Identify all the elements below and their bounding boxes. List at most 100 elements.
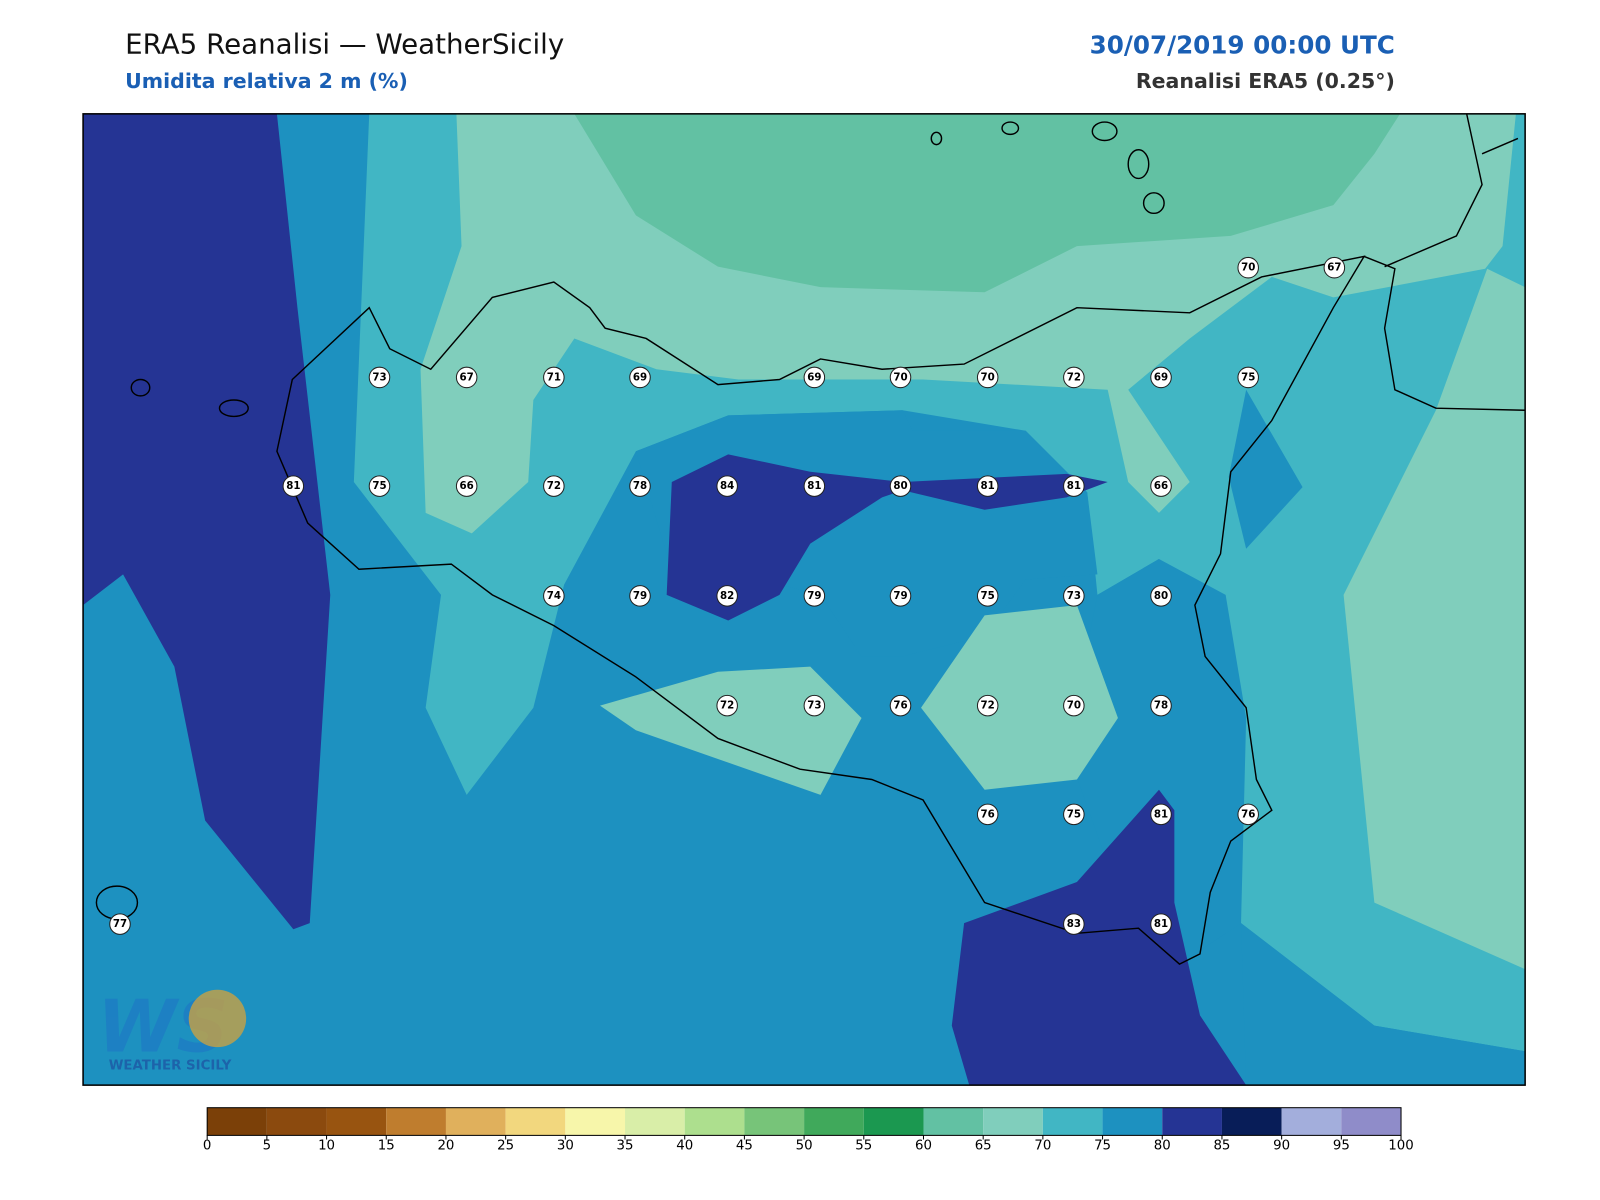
station-marker [368, 475, 391, 497]
subtitle: Umidita relativa 2 m (%) [125, 69, 408, 93]
station: 74 [543, 585, 565, 607]
station-value: 80 [893, 480, 907, 492]
station: 73 [803, 694, 826, 717]
station-marker [1150, 585, 1172, 607]
station-marker [976, 803, 999, 826]
station-value: 73 [372, 371, 386, 383]
station: 69 [1150, 366, 1172, 389]
colorbar-tick-label: 95 [1333, 1138, 1350, 1153]
station: 67 [455, 366, 478, 389]
colorbar-tick-label: 55 [855, 1138, 872, 1153]
station: 73 [368, 366, 391, 389]
station-value: 81 [1154, 918, 1168, 930]
colorbar-segment [923, 1107, 984, 1136]
station-value: 80 [1154, 590, 1168, 602]
station-marker [716, 694, 738, 717]
station: 76 [976, 803, 999, 826]
map-frame [82, 113, 1526, 1086]
colorbar-tick-label: 65 [975, 1138, 992, 1153]
station: 75 [368, 475, 391, 497]
station-marker [1150, 913, 1172, 935]
colorbar-tick-label: 20 [437, 1138, 454, 1153]
station: 78 [1150, 694, 1172, 717]
station-marker [716, 475, 738, 497]
station-marker [976, 694, 999, 717]
logo-sun [188, 989, 247, 1048]
station: 67 [1323, 256, 1346, 279]
station-marker [803, 366, 826, 389]
station: 81 [976, 475, 999, 497]
contour [666, 454, 1108, 621]
colorbar-tick-label: 0 [203, 1138, 211, 1153]
station-marker [803, 694, 826, 717]
coastline [95, 113, 1526, 965]
station-marker [889, 366, 912, 389]
station-marker [629, 585, 651, 607]
station-value: 79 [893, 590, 907, 602]
station-marker [1063, 913, 1085, 935]
contour [1343, 268, 1526, 970]
colorbar-tick-label: 15 [378, 1138, 395, 1153]
colorbar-segment [1162, 1107, 1222, 1136]
station-value: 69 [1154, 371, 1168, 383]
station-value: 83 [1067, 918, 1081, 930]
station: 72 [1063, 366, 1085, 389]
station: 81 [1150, 803, 1172, 826]
station-value: 79 [807, 590, 821, 602]
colorbar-tick-label: 5 [263, 1138, 271, 1153]
station: 72 [976, 694, 999, 717]
station-marker [543, 366, 565, 389]
colorbar-segment [1102, 1107, 1163, 1136]
station: 69 [629, 366, 651, 389]
station: 72 [543, 475, 565, 497]
station-value: 66 [460, 480, 474, 492]
station-value: 72 [1067, 371, 1081, 383]
station-value: 78 [1154, 700, 1168, 712]
logo-name: WEATHER SICILY [109, 1059, 232, 1074]
station: 66 [1150, 475, 1172, 497]
station: 75 [976, 585, 999, 607]
map: 70 67 73 67 71 69 69 70 70 72 69 75 81 75 66 72 78 84 81 80… [83, 113, 1526, 1086]
colorbar-tick-label: 50 [796, 1138, 813, 1153]
colorbar-segment [744, 1107, 805, 1136]
contour [951, 789, 1247, 1086]
colorbar-segment [445, 1107, 506, 1136]
station-value: 84 [720, 480, 734, 492]
colorbar-tick-label: 30 [557, 1138, 574, 1153]
station-marker [543, 475, 565, 497]
station: 71 [543, 366, 565, 389]
station-value: 81 [807, 480, 821, 492]
station-value: 76 [1241, 808, 1255, 820]
colorbar-segment [266, 1107, 327, 1136]
station: 70 [1237, 256, 1259, 279]
station-value: 72 [547, 480, 561, 492]
colorbar-segment [983, 1107, 1043, 1136]
station-marker [1237, 366, 1259, 389]
station: 70 [1063, 694, 1085, 717]
contour [1228, 389, 1303, 549]
station: 81 [1150, 913, 1172, 935]
title: ERA5 Reanalisi — WeatherSicily [125, 27, 564, 60]
station-marker [1063, 475, 1085, 497]
colorbar-segment [1341, 1107, 1402, 1136]
colorbar-tick-label: 85 [1213, 1138, 1230, 1153]
station-marker [889, 475, 912, 497]
station: 66 [455, 475, 478, 497]
station: 75 [1237, 366, 1259, 389]
colorbar-tick-label: 35 [617, 1138, 634, 1153]
station-value: 75 [1067, 808, 1081, 820]
logo: WS WEATHER SICILY [97, 984, 247, 1074]
station-marker [976, 475, 999, 497]
station-marker [629, 366, 651, 389]
colorbar-segment [804, 1107, 864, 1136]
station-marker [803, 475, 826, 497]
station: 78 [629, 475, 651, 497]
station-marker [282, 475, 305, 497]
station-value: 70 [1067, 700, 1081, 712]
colorbar-segment [326, 1107, 387, 1136]
station-value: 75 [1241, 371, 1255, 383]
station: 76 [889, 694, 912, 717]
station-value: 70 [981, 371, 995, 383]
station-value: 67 [460, 371, 474, 383]
station-marker [803, 585, 826, 607]
